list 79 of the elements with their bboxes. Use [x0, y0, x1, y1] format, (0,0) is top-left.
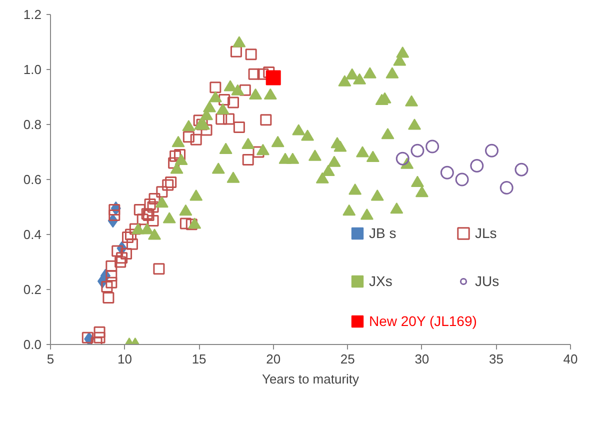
point	[144, 198, 156, 210]
point	[147, 215, 159, 226]
point	[106, 260, 118, 272]
point	[190, 134, 202, 146]
point	[174, 149, 186, 160]
legend-label: New 20Y (JL169)	[369, 313, 477, 329]
point	[470, 159, 484, 172]
point	[182, 131, 194, 143]
point	[165, 176, 177, 188]
legend-label: JB s	[369, 225, 398, 241]
point	[485, 144, 499, 158]
point	[162, 179, 174, 191]
x-tick-label: 5	[46, 352, 54, 366]
point	[216, 113, 228, 125]
point	[186, 218, 198, 230]
x-tick-label: 40	[563, 352, 578, 366]
point	[126, 238, 138, 250]
point	[101, 281, 113, 292]
point	[114, 256, 126, 268]
point	[102, 292, 114, 304]
point	[514, 162, 528, 176]
point	[239, 84, 251, 96]
point	[410, 144, 424, 158]
legend-label: JXs	[369, 273, 394, 289]
point	[122, 232, 134, 243]
point	[94, 326, 106, 338]
x-tick-label: 35	[488, 352, 504, 366]
point	[116, 252, 128, 264]
point	[227, 96, 239, 108]
point	[156, 186, 168, 198]
legend-label: JUs	[475, 273, 500, 289]
point	[257, 68, 269, 80]
point	[210, 82, 222, 94]
x-tick-label: 20	[266, 352, 281, 366]
point	[148, 193, 160, 204]
point	[426, 140, 440, 154]
point	[180, 218, 192, 230]
point	[230, 46, 242, 58]
point	[106, 270, 118, 282]
point	[248, 68, 260, 80]
point	[440, 166, 454, 180]
point	[94, 332, 106, 344]
y-tick-label: 1.2	[23, 7, 42, 22]
point	[500, 181, 514, 194]
point	[170, 150, 182, 162]
point	[260, 114, 272, 126]
y-tick-label: 0.6	[23, 172, 42, 187]
x-axis-title: Years to maturity	[262, 372, 360, 386]
point	[266, 70, 281, 86]
point	[223, 113, 235, 125]
point	[82, 332, 94, 344]
point	[200, 124, 212, 136]
point	[168, 157, 180, 169]
point	[108, 210, 120, 221]
point	[153, 263, 165, 275]
x-tick-label: 30	[414, 352, 430, 366]
point	[233, 122, 245, 133]
point	[106, 276, 118, 288]
x-tick-label: 15	[192, 352, 206, 366]
point	[112, 245, 124, 257]
y-tick-label: 0.8	[23, 117, 42, 132]
y-tick-label: 0.2	[23, 282, 42, 297]
point	[455, 172, 469, 186]
x-tick-label: 10	[118, 352, 132, 366]
point	[218, 94, 230, 106]
y-tick-label: 0.4	[23, 227, 42, 242]
point	[245, 48, 257, 60]
point	[134, 204, 146, 216]
legend-label: JLs	[475, 225, 498, 241]
x-tick-label: 25	[340, 352, 355, 366]
point	[124, 228, 136, 240]
y-tick-label: 0.0	[23, 337, 42, 352]
point	[120, 248, 132, 260]
y-tick-label: 1.0	[23, 62, 42, 77]
point	[108, 204, 120, 216]
point	[242, 154, 254, 166]
point	[396, 152, 410, 166]
point	[147, 201, 159, 213]
point	[252, 146, 264, 158]
